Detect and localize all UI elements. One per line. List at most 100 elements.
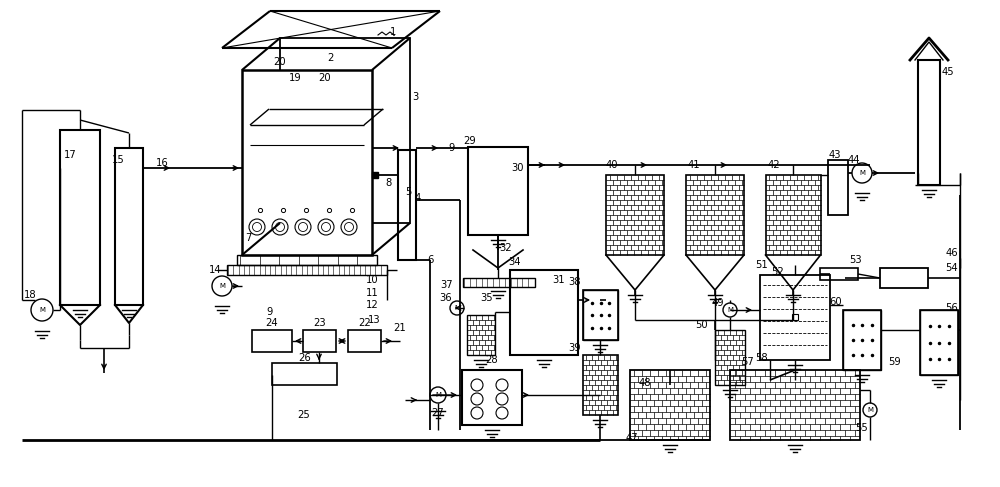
Circle shape <box>471 393 483 405</box>
Bar <box>303 330 336 352</box>
Text: 19: 19 <box>289 73 301 83</box>
Text: 50: 50 <box>696 320 708 330</box>
Text: 26: 26 <box>299 353 311 363</box>
Text: 24: 24 <box>266 318 278 328</box>
Text: 51: 51 <box>756 260 768 270</box>
Circle shape <box>723 303 737 317</box>
Circle shape <box>341 219 357 235</box>
Circle shape <box>852 163 872 183</box>
Circle shape <box>471 407 483 419</box>
Bar <box>583 290 618 340</box>
Text: 6: 6 <box>427 255 433 265</box>
Text: 2: 2 <box>327 53 333 63</box>
Text: M: M <box>727 307 733 313</box>
Circle shape <box>318 219 334 235</box>
Text: 45: 45 <box>942 67 954 77</box>
Text: M: M <box>39 307 45 313</box>
Text: 34: 34 <box>509 257 521 267</box>
Text: 28: 28 <box>486 355 498 365</box>
Text: 20: 20 <box>319 73 331 83</box>
Text: M: M <box>219 283 225 289</box>
Bar <box>843 310 881 370</box>
Text: 27: 27 <box>432 408 444 418</box>
Bar <box>880 268 928 288</box>
Text: 56: 56 <box>946 303 958 313</box>
Circle shape <box>249 219 265 235</box>
Text: 10: 10 <box>366 275 378 285</box>
Text: 57: 57 <box>742 357 754 367</box>
Bar <box>920 310 958 375</box>
Bar <box>510 270 578 355</box>
Bar <box>467 315 495 355</box>
Text: 43: 43 <box>829 150 841 160</box>
Bar <box>398 150 416 260</box>
Text: 38: 38 <box>569 277 581 287</box>
Text: 30: 30 <box>512 163 524 173</box>
Text: 18: 18 <box>24 290 36 300</box>
Circle shape <box>295 219 311 235</box>
Text: 36: 36 <box>440 293 452 303</box>
Text: 9: 9 <box>266 307 272 317</box>
Text: 1: 1 <box>390 27 396 37</box>
Circle shape <box>471 379 483 391</box>
Circle shape <box>212 276 232 296</box>
Text: 48: 48 <box>639 378 651 388</box>
Circle shape <box>272 219 288 235</box>
Text: 31: 31 <box>552 275 565 285</box>
Text: 59: 59 <box>889 357 901 367</box>
Text: 35: 35 <box>481 293 493 303</box>
Text: 39: 39 <box>569 343 581 353</box>
Text: 16: 16 <box>156 158 168 168</box>
Text: 29: 29 <box>464 136 476 146</box>
Text: 11: 11 <box>366 288 378 298</box>
Bar <box>843 310 881 370</box>
Text: 20: 20 <box>274 57 286 67</box>
Text: 40: 40 <box>606 160 618 170</box>
Text: 12: 12 <box>366 300 378 310</box>
Text: 23: 23 <box>314 318 326 328</box>
Text: 54: 54 <box>946 263 958 273</box>
Circle shape <box>450 301 464 315</box>
Text: 55: 55 <box>856 423 868 433</box>
Bar <box>715 330 745 385</box>
Bar <box>60 130 100 305</box>
Bar <box>606 175 664 255</box>
Text: 3: 3 <box>412 92 418 102</box>
Circle shape <box>496 393 508 405</box>
Circle shape <box>496 379 508 391</box>
Bar <box>630 370 710 440</box>
Bar <box>583 290 618 340</box>
Text: 4: 4 <box>415 193 421 203</box>
Bar <box>237 255 377 265</box>
Bar <box>820 268 858 280</box>
Bar <box>920 310 958 375</box>
Text: 52: 52 <box>772 267 784 277</box>
Text: 15: 15 <box>112 155 124 165</box>
Text: 5: 5 <box>405 187 411 197</box>
Text: 22: 22 <box>359 318 371 328</box>
Circle shape <box>863 403 877 417</box>
Bar <box>272 363 337 385</box>
Text: M: M <box>435 392 441 398</box>
Text: 47: 47 <box>626 433 638 443</box>
Text: 49: 49 <box>712 298 724 308</box>
Text: 60: 60 <box>830 297 842 307</box>
Text: 46: 46 <box>946 248 958 258</box>
Bar <box>348 330 381 352</box>
Text: 41: 41 <box>688 160 700 170</box>
Bar <box>918 60 940 185</box>
Bar <box>462 370 522 425</box>
Text: 25: 25 <box>298 410 310 420</box>
Bar <box>468 147 528 235</box>
Circle shape <box>31 299 53 321</box>
Bar <box>227 265 387 275</box>
Text: 21: 21 <box>394 323 406 333</box>
Text: 8: 8 <box>385 178 391 188</box>
Text: M: M <box>859 170 865 176</box>
Bar <box>828 160 848 215</box>
Circle shape <box>430 387 446 403</box>
Text: 32: 32 <box>500 243 512 253</box>
Bar <box>252 330 292 352</box>
Text: 37: 37 <box>441 280 453 290</box>
Bar <box>686 175 744 255</box>
